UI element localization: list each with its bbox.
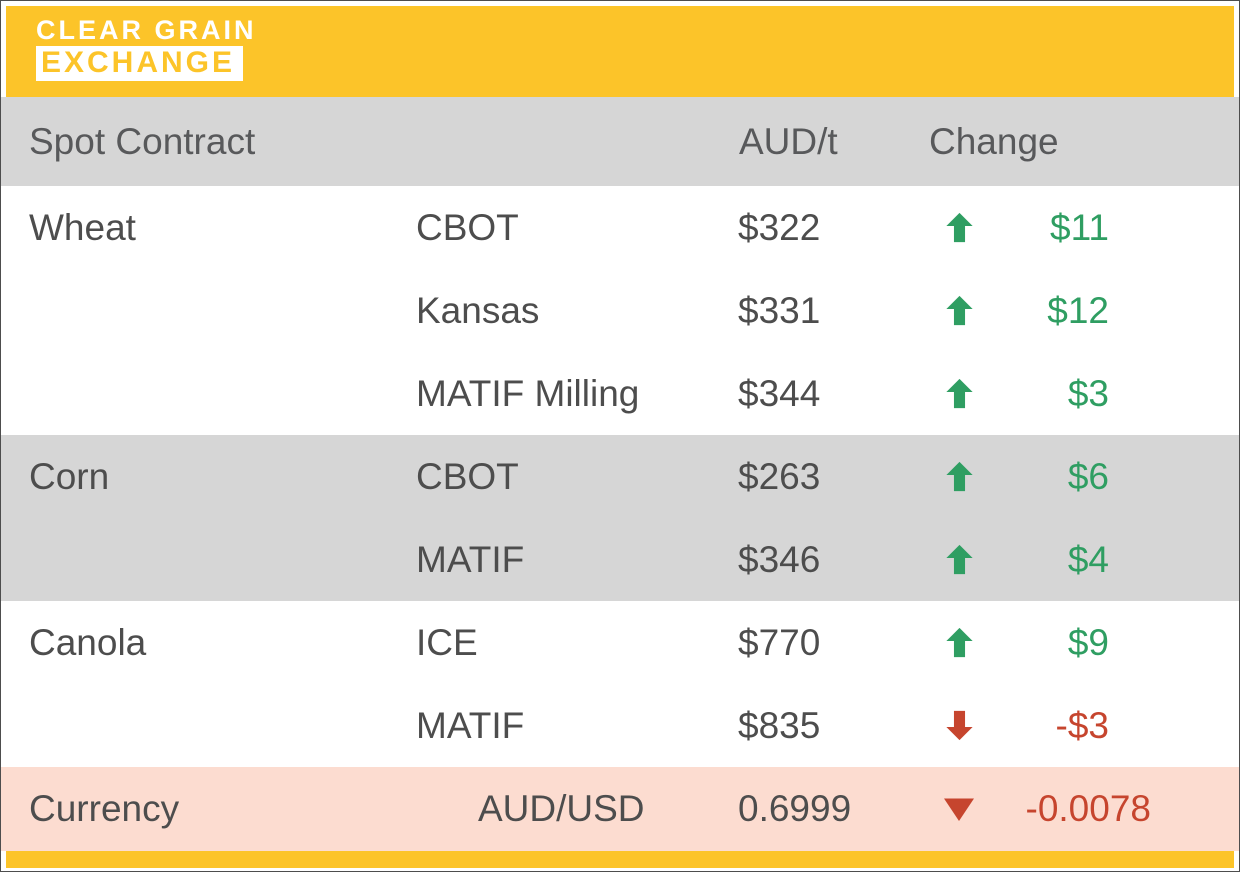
table-row: Kansas $331 $12 (1, 269, 1239, 352)
change-arrow-icon (928, 376, 990, 411)
brand-header: CLEAR GRAIN EXCHANGE (6, 6, 1234, 97)
brand-footer-bar (6, 851, 1234, 868)
table-header-row: Spot Contract AUD/t Change (1, 97, 1239, 186)
price-value: $263 (738, 455, 821, 497)
down-triangle-icon (928, 794, 990, 824)
change-arrow-icon (928, 542, 990, 577)
header-change: Change (929, 120, 1059, 162)
currency-rate-value: 0.6999 (738, 788, 852, 829)
change-arrow-icon (928, 210, 990, 245)
header-price-unit: AUD/t (739, 120, 838, 162)
price-value: $346 (738, 538, 821, 580)
change-value: $9 (1067, 621, 1109, 663)
currency-change-value: -0.0078 (1025, 788, 1152, 829)
logo-line1: CLEAR GRAIN (36, 15, 257, 45)
change-value: $4 (1067, 538, 1109, 580)
contract-label: MATIF (416, 538, 525, 580)
currency-pair-label: AUD/USD (478, 788, 645, 829)
table-row: Wheat CBOT $322 $11 (1, 186, 1239, 269)
price-value: $322 (738, 206, 821, 248)
table-row: Corn CBOT $263 $6 (1, 435, 1239, 518)
currency-label: Currency (29, 788, 180, 829)
price-value: $344 (738, 372, 821, 414)
change-arrow-icon (928, 459, 990, 494)
currency-row: Currency AUD/USD 0.6999 -0.0078 (1, 767, 1239, 851)
change-arrow-icon (928, 293, 990, 328)
change-value: $3 (1067, 372, 1109, 414)
commodity-label: Wheat (29, 206, 136, 248)
change-value: $11 (1050, 206, 1109, 248)
contract-label: Kansas (416, 289, 540, 331)
contract-label: MATIF (416, 704, 525, 746)
commodity-label: Canola (29, 621, 147, 663)
change-arrow-icon (928, 708, 990, 743)
table-row: Canola ICE $770 $9 (1, 601, 1239, 684)
header-spot-contract: Spot Contract (29, 120, 256, 162)
contract-label: CBOT (416, 455, 519, 497)
price-value: $331 (738, 289, 821, 331)
clear-grain-exchange-logo: CLEAR GRAIN EXCHANGE (36, 15, 1234, 81)
price-value: $835 (738, 704, 821, 746)
price-value: $770 (738, 621, 821, 663)
contract-label: MATIF Milling (416, 372, 640, 414)
contract-label: CBOT (416, 206, 519, 248)
table-row: MATIF $346 $4 (1, 518, 1239, 601)
change-value: -$3 (1055, 704, 1109, 746)
change-arrow-icon (928, 625, 990, 660)
commodity-label: Corn (29, 455, 110, 497)
contract-label: ICE (416, 621, 478, 663)
table-row: MATIF Milling $344 $3 (1, 352, 1239, 435)
change-value: $12 (1047, 289, 1109, 331)
logo-badge: EXCHANGE (36, 46, 244, 81)
change-value: $6 (1067, 455, 1109, 497)
table-row: MATIF $835 -$3 (1, 684, 1239, 767)
